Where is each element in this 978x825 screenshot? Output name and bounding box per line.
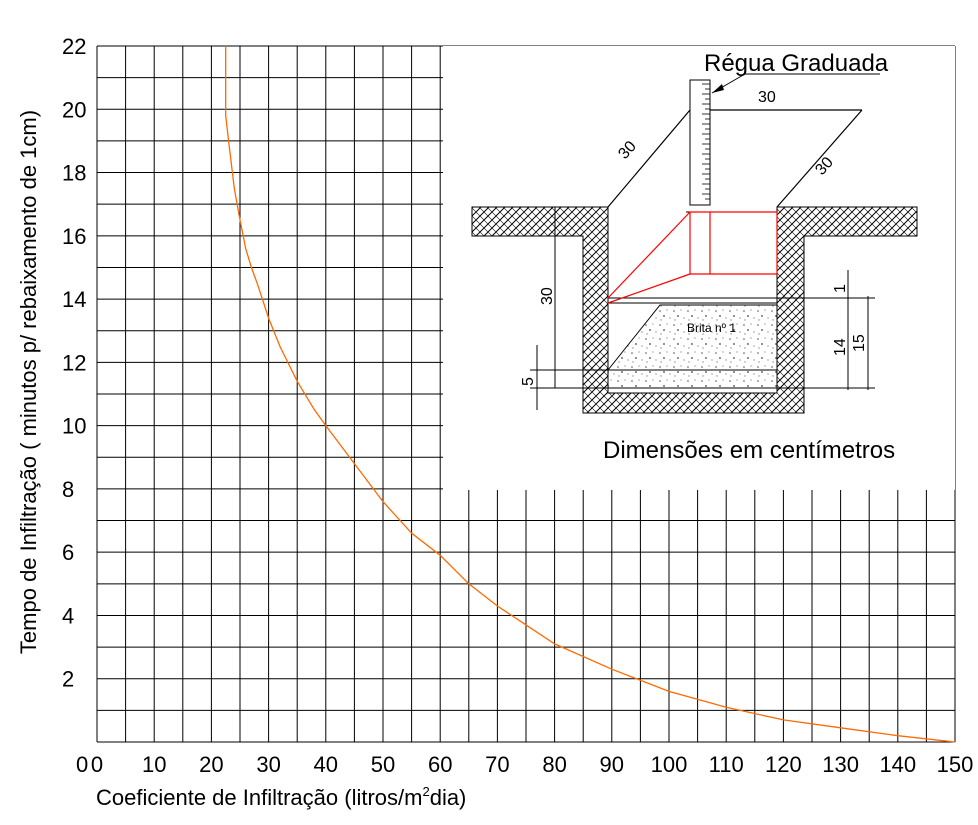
x-tick-label: 30 [256,752,280,777]
diagram-caption: Dimensões em centímetros [603,437,895,464]
x-tick-label: 20 [199,752,223,777]
x-tick-label: 50 [371,752,395,777]
dim-five: 5 [520,377,537,386]
x-tick-label: 60 [428,752,452,777]
graduated-ruler [689,79,711,206]
y-tick-label: 8 [62,477,74,502]
y-tick-label: 18 [62,161,86,186]
dim-one: 1 [832,284,849,293]
x-axis-label: Coeficiente de Infiltração (litros/m2dia… [96,784,466,810]
y-tick-label: 4 [62,603,74,628]
y-tick-label: 2 [62,667,74,692]
x-tick-label: 90 [600,752,624,777]
y-tick-label-zero: 0 [76,752,88,777]
y-tick-label: 6 [62,540,74,565]
ground-hatch [471,206,918,414]
y-tick-label: 16 [62,224,86,249]
ruler-label: Régua Graduada [704,50,889,77]
dim-fourteen: 14 [832,338,849,356]
dim-fifteen: 15 [851,334,868,352]
tick-labels: 0 10 20 30 40 50 60 70 80 90 100 110 120 130 140 150246… [62,34,973,777]
y-tick-label: 12 [62,350,86,375]
x-tick-label: 130 [822,752,859,777]
y-tick-label: 14 [62,287,86,312]
x-tick-label: 110 [709,752,744,777]
x-axis-label-superscript: 2 [422,784,429,799]
x-tick-label: 40 [314,752,338,777]
gravel-label: Brita nº 1 [687,321,736,335]
infiltration-test-pit-diagram: Régua Graduada 30 30 30 30 5 1 14 15 Bri… [471,50,918,464]
gravel-layer [607,304,778,389]
x-tick-label: 70 [485,752,509,777]
x-tick-label: 80 [542,752,566,777]
y-tick-label: 22 [62,34,86,59]
pit-left-edge [607,109,691,208]
x-tick-label: 120 [765,752,802,777]
ruler-arrow [712,84,724,93]
series-line-path [225,46,956,743]
x-tick-label: 10 [142,752,166,777]
pit-right-edge [776,109,863,208]
x-tick-label: 150 [937,752,974,777]
dim-depth: 30 [539,287,556,305]
x-tick-label: 100 [651,752,688,777]
red-box [607,211,778,304]
y-tick-label: 10 [62,414,86,439]
y-tick-label: 20 [62,97,86,122]
y-axis-label: Tempo de Infiltração ( minutos p/ rebaix… [16,110,41,654]
series-line [225,46,956,743]
x-tick-label: 140 [879,752,916,777]
x-tick-label: 0 [91,752,103,777]
dim-top: 30 [758,89,776,106]
